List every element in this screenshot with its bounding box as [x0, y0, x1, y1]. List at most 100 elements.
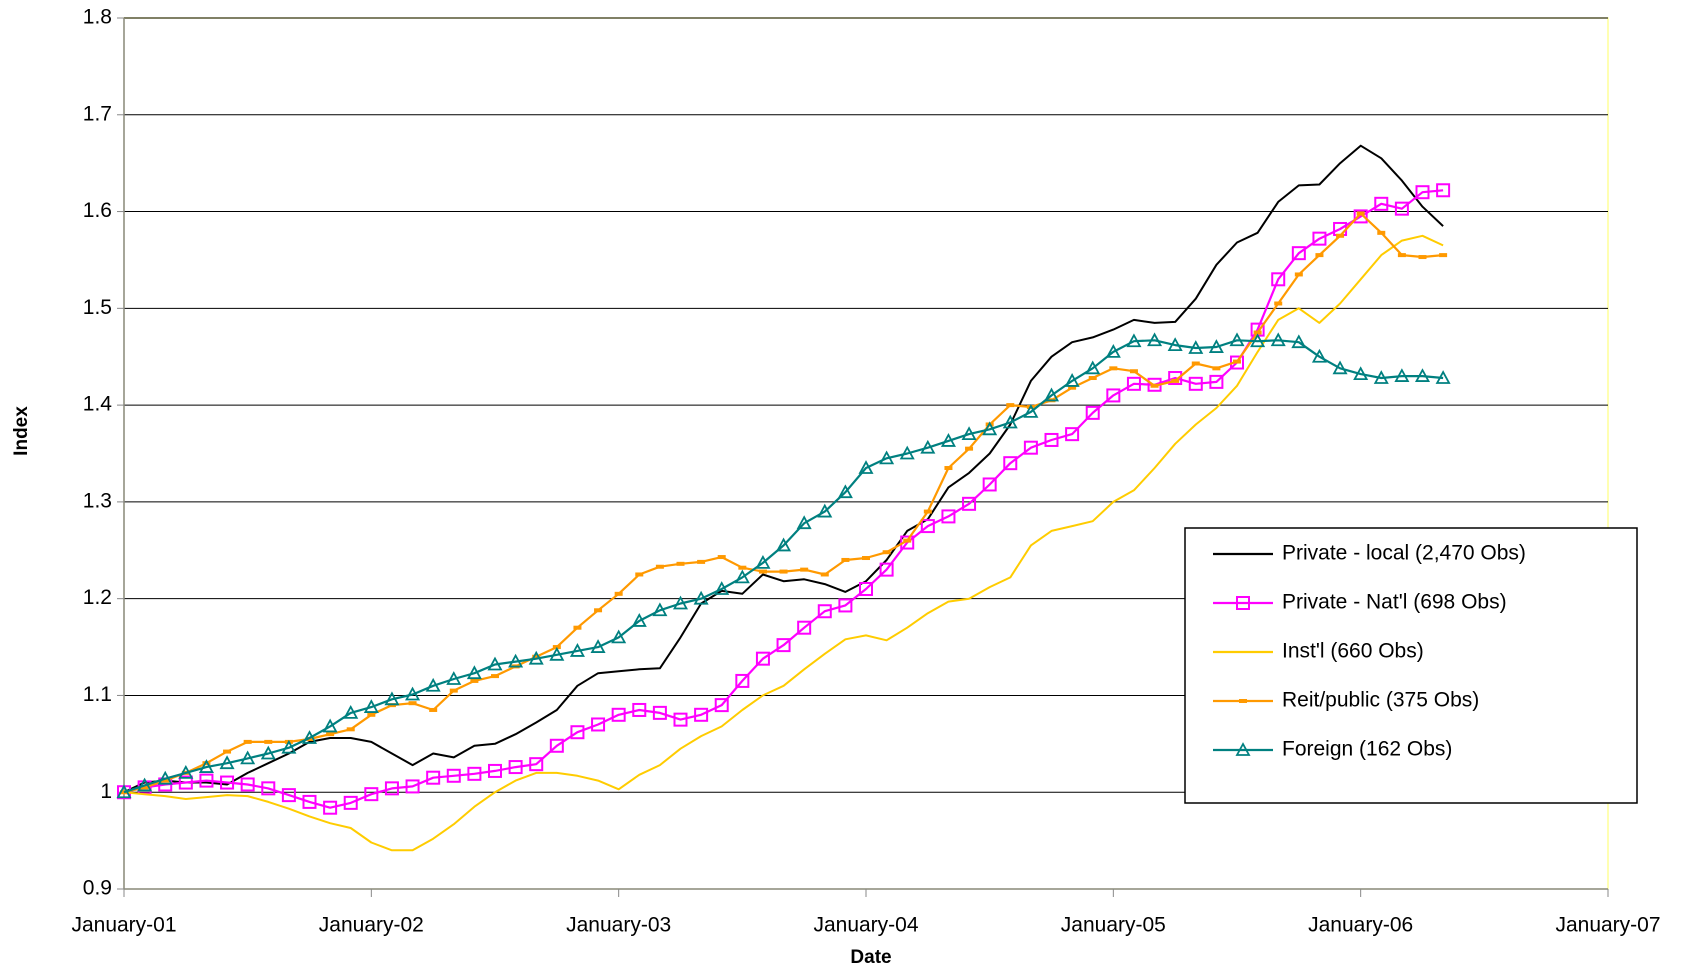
series-marker — [982, 421, 998, 436]
x-tick-label: January-02 — [319, 914, 424, 937]
series-marker — [1064, 373, 1080, 387]
series-marker — [384, 781, 399, 796]
y-axis-label: Index — [11, 406, 32, 456]
series-marker — [261, 781, 276, 796]
series-marker — [1023, 440, 1038, 455]
series-marker — [364, 787, 379, 802]
series-marker — [714, 698, 729, 713]
series-marker — [635, 572, 644, 577]
series-marker — [346, 727, 355, 732]
series-marker — [202, 761, 211, 766]
series-marker — [491, 674, 499, 679]
series-marker — [116, 784, 132, 799]
series-marker — [1171, 378, 1180, 383]
series-marker — [1356, 211, 1365, 216]
series-marker — [322, 718, 338, 733]
series-marker — [1353, 366, 1369, 381]
series-marker — [137, 777, 153, 792]
y-tick-label: 1.8 — [83, 6, 112, 29]
series-marker — [1188, 340, 1204, 354]
series-marker — [923, 509, 932, 514]
series-marker — [549, 738, 564, 753]
legend-label: Reit/public (375 Obs) — [1282, 689, 1479, 712]
series-marker — [573, 625, 582, 630]
series-marker — [240, 750, 256, 765]
series-marker — [240, 777, 255, 792]
series-marker — [1006, 403, 1015, 408]
series-marker — [1147, 332, 1163, 347]
series-marker — [1167, 337, 1183, 352]
series-marker — [302, 794, 317, 809]
series-marker — [1068, 385, 1077, 390]
series-marker — [734, 569, 750, 584]
series-marker — [1109, 366, 1118, 371]
series-marker — [1126, 376, 1141, 391]
series-marker — [1394, 201, 1409, 216]
series-marker — [220, 775, 235, 790]
series-marker — [817, 503, 833, 518]
series-marker — [343, 704, 359, 719]
series-marker — [961, 426, 977, 441]
series-marker — [655, 564, 664, 569]
series-marker — [632, 702, 647, 717]
series-line — [123, 144, 1444, 794]
series-marker — [962, 496, 977, 511]
series-marker — [1188, 376, 1203, 391]
y-tick-label: 1.1 — [83, 683, 112, 706]
series-marker — [1291, 246, 1306, 261]
series-marker — [1415, 185, 1430, 200]
series-marker — [161, 778, 170, 783]
series-marker — [570, 725, 585, 740]
x-tick-label: January-04 — [813, 914, 918, 937]
y-tick-label: 1 — [100, 780, 112, 803]
series-marker — [446, 671, 462, 685]
series-line — [123, 339, 1444, 794]
series-marker — [1023, 404, 1039, 418]
series-marker — [611, 629, 627, 644]
series-marker — [1315, 253, 1324, 258]
series-marker — [714, 581, 730, 595]
series-marker — [408, 701, 417, 706]
series-marker — [363, 699, 379, 713]
series-marker — [1414, 368, 1431, 382]
series-marker — [776, 537, 792, 552]
series-marker — [673, 712, 688, 727]
series-marker — [508, 760, 523, 775]
series-marker — [1312, 231, 1327, 246]
series-marker — [965, 446, 974, 451]
series-marker — [738, 565, 747, 570]
series-marker — [1085, 360, 1101, 375]
series-marker — [1208, 339, 1224, 353]
series-line — [123, 234, 1444, 852]
series-marker — [1311, 348, 1327, 363]
series-marker — [1271, 272, 1286, 287]
series-marker — [694, 707, 709, 722]
series-marker — [879, 562, 894, 577]
series-marker — [1191, 361, 1200, 366]
series-marker — [1397, 253, 1406, 258]
legend-marker — [1239, 699, 1247, 703]
series-marker — [528, 650, 544, 665]
series-marker — [223, 749, 232, 754]
series-marker — [676, 561, 685, 566]
series-marker — [1229, 332, 1245, 347]
series-marker — [343, 795, 358, 810]
series-marker — [652, 705, 667, 720]
series-marker — [426, 770, 441, 785]
series-marker — [157, 770, 173, 785]
legend-label: Private - Nat'l (698 Obs) — [1282, 591, 1507, 614]
series-marker — [879, 450, 895, 465]
series-marker — [590, 639, 606, 653]
series-marker — [755, 554, 771, 569]
series-marker — [693, 590, 709, 605]
series-marker — [631, 613, 647, 627]
series-marker — [178, 775, 193, 790]
series-marker — [944, 466, 953, 471]
x-tick-label: January-07 — [1555, 914, 1660, 937]
series-marker — [449, 688, 458, 693]
series-marker — [1274, 301, 1283, 306]
series-marker — [841, 557, 850, 562]
series-marker — [611, 707, 626, 722]
series-marker — [1065, 427, 1080, 442]
